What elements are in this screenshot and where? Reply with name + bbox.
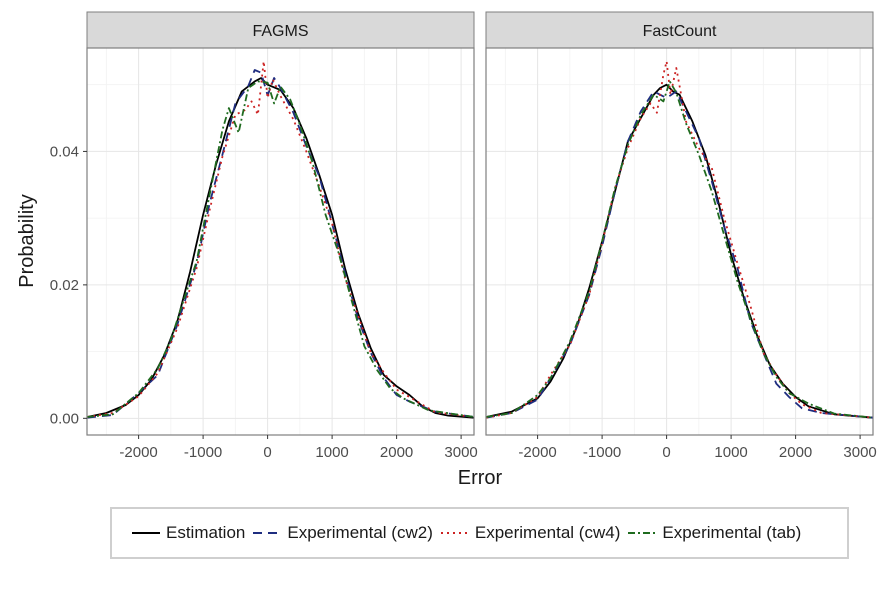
x-tick-label: 2000 bbox=[380, 444, 413, 461]
facet-strip bbox=[86, 11, 475, 49]
facet-panels: FAGMS -2000 -1000 0 1000 2000 3000 0.00 0.02 0.04… bbox=[50, 11, 877, 461]
legend-item-estimation: Estimation bbox=[130, 523, 245, 543]
series-lines bbox=[87, 60, 474, 419]
facet-strip-label: FastCount bbox=[643, 23, 717, 40]
x-tick-label: -1000 bbox=[184, 444, 222, 461]
grid-lines bbox=[486, 48, 873, 435]
legend-key bbox=[132, 532, 160, 534]
y-tick-label: 0.04 bbox=[50, 143, 79, 160]
y-axis-title: Probability bbox=[16, 194, 38, 287]
x-tick-label: -1000 bbox=[583, 444, 621, 461]
x-tick-label: 0 bbox=[662, 444, 670, 461]
legend-items: Estimation Experimental (cw2) Experimental… bbox=[130, 509, 807, 557]
series-line-experimental-tab bbox=[486, 80, 873, 419]
x-tick-label: 1000 bbox=[714, 444, 747, 461]
x-tick-label: -2000 bbox=[518, 444, 556, 461]
legend-item-experimental-cw4: Experimental (cw4) bbox=[439, 523, 621, 543]
y-tick-label: 0.02 bbox=[50, 277, 79, 294]
x-tick-label: 2000 bbox=[779, 444, 812, 461]
legend-key bbox=[628, 532, 657, 534]
legend-key bbox=[440, 532, 469, 534]
plot-background bbox=[486, 48, 873, 435]
x-tick-label: 3000 bbox=[444, 444, 477, 461]
panel-border bbox=[86, 47, 475, 436]
legend-label: Experimental (cw4) bbox=[474, 523, 621, 542]
series-line-experimental-cw2 bbox=[87, 69, 474, 419]
x-tick-label: 3000 bbox=[843, 444, 876, 461]
legend-label: Experimental (tab) bbox=[662, 523, 802, 542]
y-tick-label: 0.00 bbox=[50, 410, 79, 427]
axis-titles: Error Probability bbox=[16, 194, 503, 489]
legend: Estimation Experimental (cw2) Experimental… bbox=[110, 507, 849, 559]
series-line-experimental-tab bbox=[87, 80, 474, 418]
legend-label: Experimental (cw2) bbox=[287, 523, 433, 542]
x-tick-label: -2000 bbox=[119, 444, 157, 461]
facet-strip bbox=[485, 11, 874, 49]
legend-item-experimental-cw2: Experimental (cw2) bbox=[251, 523, 433, 543]
panel-border bbox=[485, 47, 874, 436]
x-axis-title: Error bbox=[458, 467, 503, 489]
facet-panel-fagms: FAGMS -2000 -1000 0 1000 2000 3000 0.00 0.02 0.04 bbox=[50, 11, 478, 461]
legend-label: Estimation bbox=[166, 523, 246, 542]
grid-lines bbox=[87, 48, 474, 435]
x-tick-label: 1000 bbox=[315, 444, 348, 461]
facet-strip-label: FAGMS bbox=[252, 23, 308, 40]
series-lines bbox=[486, 60, 873, 419]
legend-key bbox=[253, 532, 282, 534]
legend-item-experimental-tab: Experimental (tab) bbox=[626, 523, 801, 543]
facet-panel-fastcount: FastCount -2000 -1000 0 1000 2000 3000 bbox=[485, 11, 877, 461]
plot-background bbox=[87, 48, 474, 435]
x-tick-label: 0 bbox=[263, 444, 271, 461]
